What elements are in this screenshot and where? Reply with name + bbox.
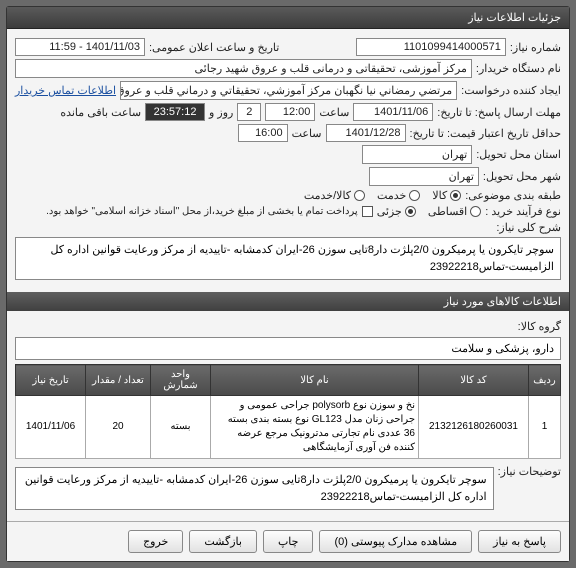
back-button[interactable]: بازگشت	[189, 530, 257, 553]
deadline-label: مهلت ارسال پاسخ: تا تاریخ:	[437, 106, 561, 119]
cell-idx: 1	[529, 396, 561, 459]
province-value: تهران	[362, 145, 472, 164]
goods-label: کالا	[432, 189, 447, 202]
buy-type-radio-group: اقساطی جزئی	[377, 205, 482, 218]
buy-type-label: نوع فرآیند خرید :	[485, 205, 561, 218]
th-code: کد کالا	[419, 365, 529, 396]
print-button[interactable]: چاپ	[263, 530, 314, 553]
items-table: ردیف کد کالا نام کالا واحد شمارش تعداد /…	[15, 364, 561, 459]
category-label: گروه کالا:	[518, 320, 561, 333]
th-date: تاریخ نیاز	[16, 365, 86, 396]
radio-goods-service[interactable]	[354, 190, 365, 201]
service-label: خدمت	[377, 189, 406, 202]
radio-service[interactable]	[409, 190, 420, 201]
creator-value: مرتضي رمضاني نيا نگهبان مرکز آموزشي، تحق…	[120, 81, 457, 100]
cell-date: 1401/11/06	[16, 396, 86, 459]
validity-label: حداقل تاریخ اعتبار قیمت: تا تاریخ:	[410, 127, 561, 140]
need-no-label: شماره نیاز:	[510, 41, 561, 54]
th-idx: ردیف	[529, 365, 561, 396]
th-name: نام کالا	[211, 365, 419, 396]
city-value: تهران	[369, 167, 479, 186]
validity-time: 16:00	[238, 124, 288, 142]
creator-label: ایجاد کننده درخواست:	[461, 84, 561, 97]
section2-title: اطلاعات کالاهای مورد نیاز	[7, 292, 569, 311]
partial-note: پرداخت تمام یا بخشی از مبلغ خرید،از محل …	[46, 206, 358, 217]
cell-name: نخ و سوزن نوع polysorb جراحی عمومی و جرا…	[211, 396, 419, 459]
city-label: شهر محل تحویل:	[483, 170, 561, 183]
desc-label: شرح کلی نیاز:	[496, 221, 561, 234]
table-row[interactable]: 1 2132126180260031 نخ و سوزن نوع polysor…	[16, 396, 561, 459]
notes-value: سوچر تایکرون یا پرمیکرون 2/0پلژت دار8تای…	[15, 467, 494, 510]
announce-value: 1401/11/03 - 11:59	[15, 38, 145, 56]
goods-service-label: کالا/خدمت	[304, 189, 351, 202]
partial-checkbox[interactable]	[362, 206, 373, 217]
desc-value: سوچر تایکرون یا پرمیکرون 2/0پلژت دار8تای…	[15, 237, 561, 280]
button-bar: پاسخ به نیاز مشاهده مدارک پیوستی (0) چاپ…	[7, 521, 569, 561]
subject-label: طبقه بندی موضوعی:	[465, 189, 561, 202]
province-label: استان محل تحویل:	[476, 148, 561, 161]
radio-installment[interactable]	[470, 206, 481, 217]
cell-qty: 20	[86, 396, 151, 459]
days-label: روز و	[209, 106, 233, 119]
need-no-value: 1101099414000571	[356, 38, 506, 56]
panel-title: جزئیات اطلاعات نیاز	[7, 7, 569, 29]
category-value: دارو، پزشکی و سلامت	[15, 337, 561, 360]
validity-date: 1401/12/28	[326, 124, 406, 142]
partial-label: جزئی	[377, 205, 402, 218]
days-value: 2	[237, 103, 261, 121]
buyer-label: نام دستگاه خریدار:	[476, 62, 561, 75]
reply-button[interactable]: پاسخ به نیاز	[478, 530, 561, 553]
buyer-value: مرکز آموزشی، تحقیقاتی و درمانی قلب و عرو…	[15, 59, 472, 78]
th-unit: واحد شمارش	[151, 365, 211, 396]
cell-code: 2132126180260031	[419, 396, 529, 459]
time-label-1: ساعت	[319, 106, 349, 119]
announce-label: تاریخ و ساعت اعلان عمومی:	[149, 41, 279, 54]
countdown-suffix: ساعت باقی مانده	[60, 106, 141, 119]
contact-link[interactable]: اطلاعات تماس خریدار	[15, 84, 116, 97]
time-label-2: ساعت	[292, 127, 322, 140]
installment-label: اقساطی	[428, 205, 467, 218]
cell-unit: بسته	[151, 396, 211, 459]
th-qty: تعداد / مقدار	[86, 365, 151, 396]
radio-partial[interactable]	[405, 206, 416, 217]
countdown: 23:57:12	[145, 103, 205, 121]
docs-button[interactable]: مشاهده مدارک پیوستی (0)	[319, 530, 472, 553]
deadline-time: 12:00	[265, 103, 315, 121]
subject-radio-group: کالا خدمت کالا/خدمت	[304, 189, 461, 202]
exit-button[interactable]: خروج	[128, 530, 183, 553]
deadline-date: 1401/11/06	[353, 103, 433, 121]
notes-label: توضیحات نیاز:	[498, 465, 561, 478]
radio-goods[interactable]	[450, 190, 461, 201]
